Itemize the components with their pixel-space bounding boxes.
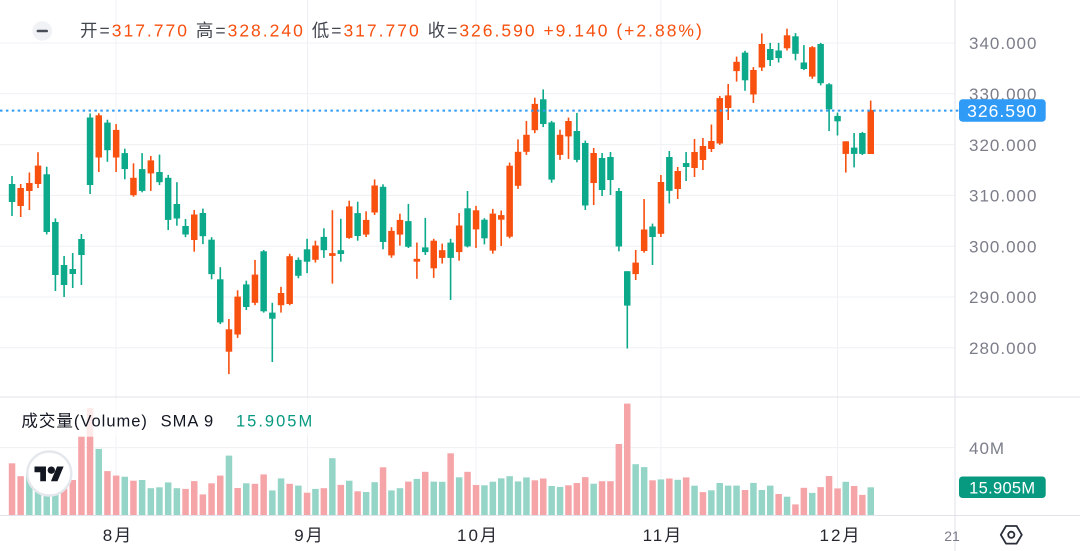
svg-text:10月: 10月 xyxy=(457,526,499,545)
svg-text:40M: 40M xyxy=(969,439,1005,458)
svg-text:330.000: 330.000 xyxy=(969,85,1037,104)
svg-text:开=317.770 高=328.240 低=317.770: 开=317.770 高=328.240 低=317.770 收=326.590 … xyxy=(80,21,704,41)
svg-text:15.905M: 15.905M xyxy=(969,480,1035,498)
svg-text:300.000: 300.000 xyxy=(969,237,1037,256)
svg-text:8月: 8月 xyxy=(103,526,133,545)
svg-text:290.000: 290.000 xyxy=(969,288,1037,307)
svg-text:310.000: 310.000 xyxy=(969,187,1037,206)
svg-text:SMA 9: SMA 9 xyxy=(161,413,215,431)
svg-text:280.000: 280.000 xyxy=(969,339,1037,358)
svg-text:326.590: 326.590 xyxy=(967,101,1037,121)
svg-text:21: 21 xyxy=(944,528,960,544)
svg-text:340.000: 340.000 xyxy=(969,34,1037,53)
svg-text:11月: 11月 xyxy=(643,526,684,545)
svg-text:320.000: 320.000 xyxy=(969,136,1037,155)
svg-text:15.905M: 15.905M xyxy=(236,413,314,431)
svg-text:9月: 9月 xyxy=(294,526,324,545)
svg-text:12月: 12月 xyxy=(820,526,862,545)
svg-text:成交量(Volume): 成交量(Volume) xyxy=(21,412,148,431)
